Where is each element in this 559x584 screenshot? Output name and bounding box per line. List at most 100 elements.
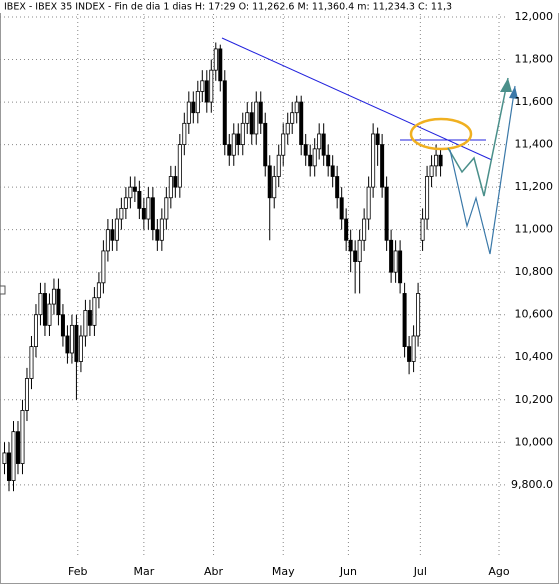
y-tick-label: 9,800.0 — [511, 478, 553, 491]
candle-body — [384, 186, 389, 241]
candle-body — [83, 310, 88, 337]
candle-body — [425, 176, 430, 220]
y-tick-label: 11,000 — [515, 223, 554, 236]
candle-body — [186, 101, 191, 124]
candle-body — [200, 80, 205, 92]
header-bg — [0, 0, 559, 13]
candle-body — [11, 431, 16, 481]
candle-body — [353, 250, 358, 262]
candle-body — [281, 133, 286, 156]
candle-body — [258, 101, 263, 124]
candle-body — [344, 218, 349, 241]
candle-body — [195, 91, 200, 114]
candle-body — [182, 122, 187, 145]
y-tick-label: 11,200 — [515, 180, 554, 193]
candle-body — [101, 250, 106, 284]
candle-body — [24, 378, 29, 411]
candle-body — [150, 197, 155, 231]
y-tick-label: 12,000 — [515, 10, 554, 23]
candle-body — [371, 133, 376, 188]
candle-body — [92, 297, 97, 326]
candle-body — [245, 112, 250, 124]
candle-body — [285, 122, 290, 135]
candle-body — [272, 176, 277, 199]
y-tick-label: 11,800 — [515, 53, 554, 66]
candle-body — [317, 133, 322, 150]
candle-body — [389, 239, 394, 273]
candle-body — [141, 207, 146, 220]
candle-body — [38, 293, 43, 316]
candle-body — [128, 186, 133, 199]
candle-body — [15, 431, 20, 464]
y-tick-label: 10,800 — [515, 265, 554, 278]
candle-body — [290, 112, 295, 124]
candle-body — [294, 101, 299, 114]
candle-body — [308, 154, 313, 167]
candle-body — [51, 288, 56, 305]
candle-body — [132, 186, 137, 192]
candle-body — [213, 48, 218, 71]
x-tick-label: Jun — [339, 565, 357, 578]
candle-body — [173, 176, 178, 188]
candle-body — [146, 197, 151, 220]
candle-body — [303, 144, 308, 156]
candle-body — [60, 314, 65, 337]
candle-body — [159, 218, 164, 241]
candle-body — [119, 207, 124, 220]
projection-path — [449, 85, 516, 255]
x-tick-label: Jul — [413, 565, 427, 578]
candle-body — [74, 324, 79, 362]
candle-body — [191, 101, 196, 114]
candle-body — [231, 133, 236, 156]
candle-body — [267, 165, 272, 199]
highlight-ellipse — [409, 117, 473, 151]
candle-body — [65, 335, 70, 354]
candle-body — [380, 144, 385, 188]
candle-body — [362, 218, 367, 241]
candle-body — [164, 197, 169, 220]
candle-body — [263, 122, 268, 167]
candle-body — [429, 165, 434, 177]
candle-body — [110, 229, 115, 241]
candle-body — [2, 452, 7, 464]
candle-body — [69, 324, 74, 354]
candle-body — [411, 335, 416, 362]
candle-body — [312, 148, 317, 167]
candle-body — [339, 197, 344, 220]
candle-body — [398, 250, 403, 284]
candle-body — [168, 176, 173, 199]
candle-body — [375, 133, 380, 145]
candle-body — [240, 122, 245, 145]
candle-body — [56, 288, 61, 316]
candle-body — [330, 165, 335, 177]
candle-body — [137, 190, 142, 209]
y-tick-label: 11,400 — [515, 138, 554, 151]
candle-body — [29, 346, 34, 379]
candle-body — [227, 144, 232, 156]
x-tick-label: May — [272, 565, 295, 578]
candle-body — [335, 176, 340, 199]
arrow-head — [509, 86, 518, 99]
header-text: IBEX - IBEX 35 INDEX - Fin de dia 1 dias… — [4, 2, 452, 13]
x-tick-label: Ago — [488, 565, 510, 578]
candle-body — [209, 69, 214, 103]
candle-body — [402, 293, 407, 348]
candle-body — [249, 112, 254, 135]
candle-body — [96, 282, 101, 299]
candle-body — [20, 410, 25, 464]
x-tick-label: Mar — [133, 565, 154, 578]
grid — [0, 14, 508, 555]
candle-body — [326, 154, 331, 167]
candle-body — [155, 229, 160, 241]
candle-body — [33, 314, 38, 348]
projection-path — [447, 77, 509, 197]
candle-body — [434, 154, 439, 167]
candle-body — [420, 218, 425, 241]
candle-body — [357, 239, 362, 262]
candle-body — [123, 197, 128, 209]
candle-body — [105, 229, 110, 252]
y-tick-label: 10,200 — [515, 393, 554, 406]
